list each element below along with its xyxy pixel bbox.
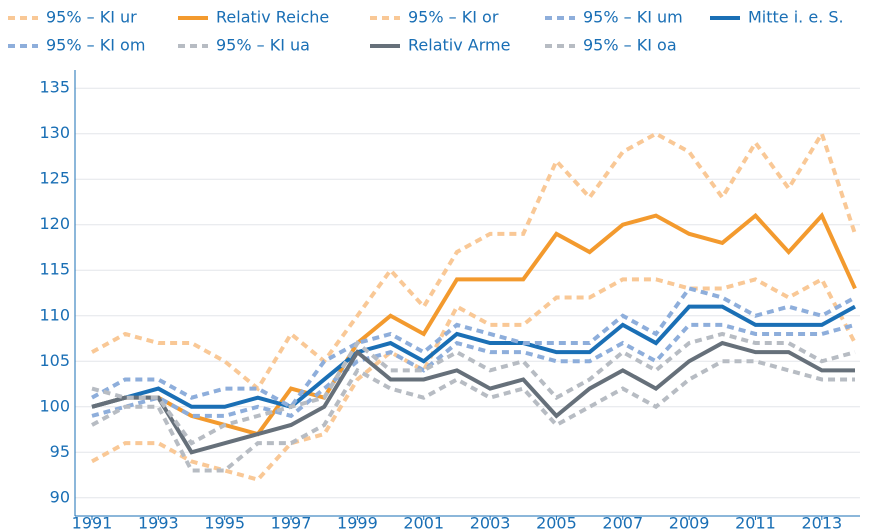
series-line [91,128,857,392]
x-tick-label: 2007 [602,514,643,531]
series-line [91,304,856,409]
y-tick-label: 135 [39,78,70,97]
legend-label: 95% – KI or [408,8,499,27]
y-tick-label: 130 [39,123,70,142]
legend-label: 95% – KI ua [216,36,310,55]
x-tick-label: 1991 [72,514,113,531]
series-line [91,340,855,455]
legend-label: Relativ Reiche [216,8,329,27]
y-tick-label: 115 [39,260,70,279]
x-tick-label: 2003 [470,514,511,531]
legend-label: Mitte i. e. S. [748,8,844,27]
legend-label: 95% – KI om [46,36,145,55]
series-line [91,322,856,419]
y-tick-label: 100 [39,396,70,415]
x-tick-label: 1995 [204,514,245,531]
legend-label: Relativ Arme [408,36,510,55]
y-tick-label: 90 [50,487,70,506]
x-tick-label: 1993 [138,514,179,531]
x-tick-label: 2009 [669,514,710,531]
x-tick-label: 2011 [735,514,776,531]
x-tick-label: 2005 [536,514,577,531]
y-tick-label: 95 [50,442,70,461]
x-tick-label: 2001 [403,514,444,531]
y-tick-label: 120 [39,214,70,233]
series-line [91,212,857,437]
legend-label: 95% – KI oa [583,36,677,55]
x-tick-label: 2013 [801,514,842,531]
x-tick-label: 1999 [337,514,378,531]
series-line [91,286,856,410]
y-tick-label: 125 [39,169,70,188]
series-line [91,359,855,473]
y-tick-label: 110 [39,305,70,324]
y-tick-label: 105 [39,351,70,370]
legend-label: 95% – KI um [583,8,683,27]
legend-label: 95% – KI ur [46,8,137,27]
x-tick-label: 1997 [271,514,312,531]
series-line [91,331,856,446]
